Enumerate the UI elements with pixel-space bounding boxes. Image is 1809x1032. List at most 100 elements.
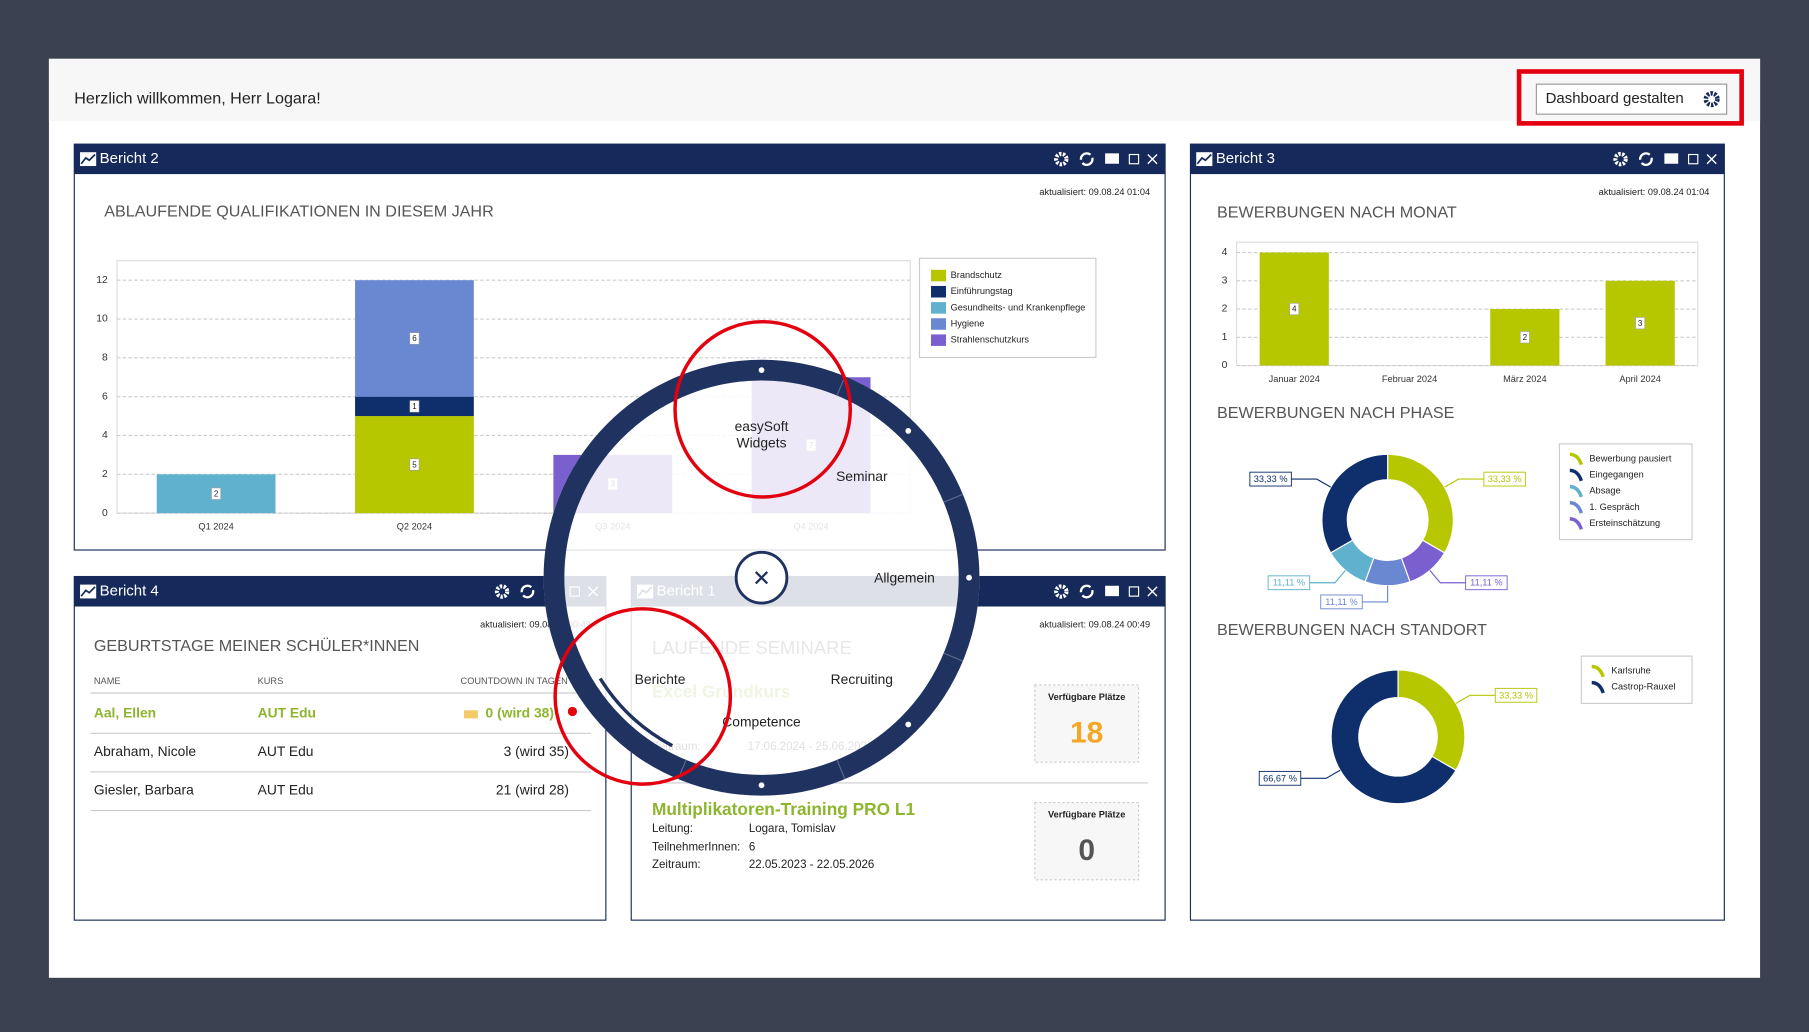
menu-active-arc (598, 677, 674, 748)
value-label-box (1289, 302, 1300, 316)
legend-swatch (931, 318, 947, 330)
x-tick-label: Januar 2024 (1269, 374, 1320, 384)
widget-icon-line (1196, 153, 1212, 165)
value-label-box (1465, 575, 1508, 591)
menu-item-label[interactable]: Seminar (836, 468, 888, 485)
leader-line (1429, 570, 1466, 584)
x-tick-label: Q2 2024 (397, 521, 432, 531)
y-tick-label: 12 (96, 275, 108, 286)
y-tick-label: 1 (1222, 332, 1228, 343)
maximize-icon[interactable] (1688, 153, 1699, 165)
leader-line (1309, 570, 1346, 584)
menu-item-label[interactable]: Recruiting (830, 671, 893, 688)
menu-item[interactable]: Seminar (810, 458, 914, 495)
widget-panel (73, 575, 607, 921)
field-value: 6 (749, 842, 755, 854)
close-icon[interactable] (1147, 586, 1158, 597)
folder-icon[interactable] (1664, 153, 1679, 164)
plot-frame (116, 260, 911, 514)
refresh-icon[interactable] (1079, 152, 1094, 167)
settings-icon[interactable] (1054, 151, 1069, 167)
menu-item[interactable]: Competence (710, 703, 814, 740)
value-label-box (1320, 594, 1363, 610)
menu-close-icon[interactable] (754, 571, 769, 585)
course-name: AUT Edu (258, 782, 314, 798)
countdown: 3 (wird 35) (504, 743, 569, 759)
widget-title: Bericht 4 (100, 582, 159, 599)
value-label-box (211, 487, 222, 500)
settings-icon[interactable] (1613, 151, 1628, 167)
legend-box (1580, 655, 1693, 704)
menu-item[interactable]: easySoft Widgets (710, 416, 814, 453)
legend-label: Karlsruhe (1611, 666, 1650, 676)
legend-label: Brandschutz (951, 270, 1003, 280)
column-header: NAME (94, 676, 121, 686)
y-tick-label: 3 (1222, 276, 1228, 287)
value-label-box (409, 400, 420, 413)
legend-label: Hygiene (951, 318, 985, 328)
legend-swatch (1569, 452, 1583, 466)
value-label: 11,11 % (1273, 578, 1305, 588)
y-tick-label: 2 (102, 469, 108, 480)
refresh-icon[interactable] (1639, 152, 1653, 167)
close-icon[interactable] (1706, 154, 1717, 165)
close-icon[interactable] (1147, 154, 1158, 165)
widget-header (1190, 144, 1725, 175)
legend-label: Einführungstag (951, 286, 1013, 296)
y-tick-label: 0 (102, 508, 108, 519)
folder-icon[interactable] (1105, 585, 1119, 597)
maximize-icon[interactable] (1128, 153, 1140, 165)
refresh-icon[interactable] (520, 584, 535, 599)
student-name: Giesler, Barbara (94, 782, 194, 798)
menu-item[interactable]: Berichte (608, 661, 712, 698)
table-title: GEBURTSTAGE MEINER SCHÜLER*INNEN (94, 637, 420, 655)
seats-box (1034, 801, 1140, 881)
x-tick-label: März 2024 (1503, 374, 1547, 384)
settings-icon[interactable] (1054, 584, 1069, 599)
maximize-icon[interactable] (1128, 586, 1140, 597)
leader-line (1291, 478, 1332, 488)
legend-swatch (931, 269, 947, 282)
x-tick-label: Februar 2024 (1382, 374, 1437, 384)
chart-title: ABLAUFENDE QUALIFIKATIONEN IN DIESEM JAH… (104, 202, 493, 220)
cake-icon (464, 710, 478, 719)
menu-arrow (758, 782, 765, 789)
x-tick-label: April 2024 (1619, 374, 1661, 384)
legend-swatch (931, 302, 947, 314)
value-label: 3 (1638, 319, 1643, 328)
legend-label: Ersteinschätzung (1589, 518, 1660, 528)
settings-icon[interactable] (494, 584, 510, 599)
updated-label: aktualisiert: 09.08.24 01:04 (1039, 187, 1150, 197)
seats-label: Verfügbare Plätze (1048, 810, 1125, 820)
column-header: COUNTDOWN IN TAGEN (461, 676, 568, 686)
leader-line (1362, 585, 1389, 603)
menu-arrow (905, 721, 912, 728)
menu-item-label[interactable]: Allgemein (874, 569, 935, 586)
menu-item[interactable]: Allgemein (853, 559, 957, 596)
gear-icon[interactable] (1703, 91, 1720, 108)
donut-slice (1400, 539, 1446, 583)
course-name: AUT Edu (258, 743, 314, 759)
value-label: 33,33 % (1254, 474, 1288, 484)
seminar-name: Multiplikatoren-Training PRO L1 (652, 799, 915, 819)
student-name: Aal, Ellen (94, 704, 156, 720)
legend-label: Gesundheits- und Krankenpflege (951, 302, 1086, 312)
menu-item-label[interactable]: Competence (722, 713, 801, 730)
menu-item[interactable]: Recruiting (810, 661, 914, 698)
design-button[interactable] (1535, 83, 1728, 115)
pin-icon (567, 706, 578, 717)
updated-label: aktualisiert: 09.08.24 00:49 (1039, 619, 1150, 629)
legend-box (1558, 443, 1693, 541)
refresh-icon[interactable] (1079, 584, 1094, 599)
y-tick-label: 2 (1222, 304, 1228, 315)
value-label: 33,33 % (1488, 474, 1522, 484)
folder-icon[interactable] (1105, 153, 1119, 164)
menu-item-label[interactable]: easySoft Widgets (734, 418, 789, 451)
legend-swatch (1569, 468, 1583, 482)
highlight-box (1516, 69, 1744, 126)
design-button-label[interactable]: Dashboard gestalten (1546, 90, 1684, 107)
legend-swatch (1569, 501, 1583, 514)
legend-swatch (1569, 484, 1583, 498)
menu-item-label[interactable]: Berichte (634, 671, 686, 688)
countdown: 21 (wird 28) (496, 782, 569, 798)
